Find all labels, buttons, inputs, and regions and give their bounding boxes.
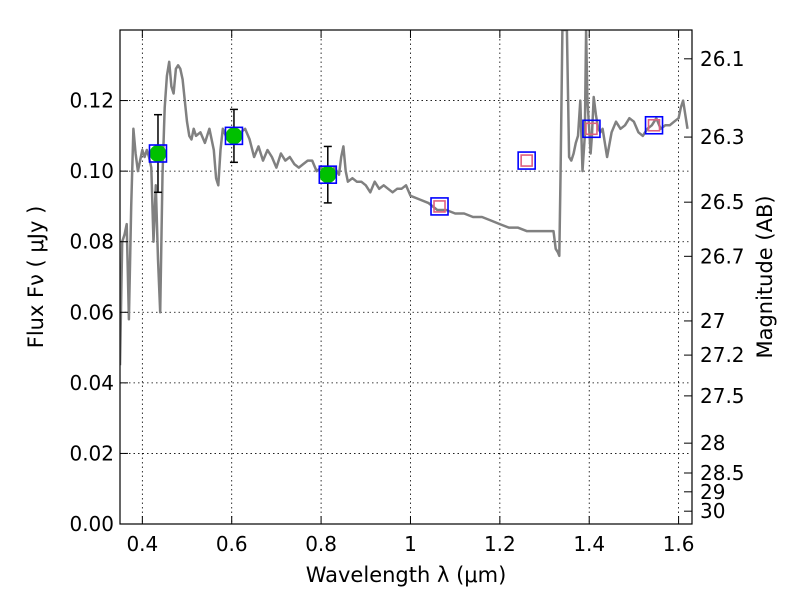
x-tick-label: 0.8 — [305, 532, 337, 556]
y-tick-label: 0.04 — [69, 371, 114, 395]
spectrum-line — [120, 30, 689, 366]
y-axis-title: Flux Fν ( μJy ) — [24, 206, 48, 349]
x-tick-label: 0.6 — [216, 532, 248, 556]
y-tick-label: 0.06 — [69, 300, 114, 324]
y-tick-label: 0.08 — [69, 230, 114, 254]
y2-axis-title: Magnitude (AB) — [753, 195, 777, 358]
y2-tick-label: 29 — [700, 480, 725, 504]
y2-tick-label: 27 — [700, 309, 725, 333]
x-tick-label: 1 — [404, 532, 417, 556]
y2-tick-label: 28 — [700, 431, 725, 455]
y2-tick-label: 26.1 — [700, 47, 745, 71]
model-flux-square — [582, 119, 601, 139]
axis-ticks: 0.4 0.6 0.8 1 1.2 1.4 1.6 0.00 0.02 0.04 0.06 0.08 0… — [69, 30, 745, 556]
x-tick-label: 1.6 — [663, 532, 695, 556]
x-tick-label: 1.2 — [484, 532, 516, 556]
photometry-points — [148, 108, 664, 216]
model-spectrum — [120, 30, 689, 366]
y2-tick-label: 28.5 — [700, 461, 745, 485]
y2-tick-label: 26.3 — [700, 125, 745, 149]
model-flux-square — [517, 151, 536, 170]
x-axis-title: Wavelength λ (μm) — [306, 563, 507, 587]
model-flux-inner-square — [433, 200, 446, 213]
model-flux-square — [224, 126, 244, 146]
plot-frame — [119, 29, 693, 525]
model-flux-square — [318, 165, 338, 184]
y2-tick-label: 27.2 — [700, 343, 745, 367]
model-flux-inner-square — [647, 118, 661, 132]
y2-tick-label: 30 — [700, 499, 725, 523]
x-tick-label: 1.4 — [573, 532, 605, 556]
model-flux-square — [148, 144, 168, 163]
y-tick-label: 0.10 — [69, 159, 114, 183]
model-flux-square — [430, 197, 449, 216]
y2-tick-label: 26.5 — [700, 190, 745, 214]
observed-flux-point — [319, 166, 337, 184]
model-flux-square — [644, 115, 664, 135]
x-tick-label: 0.4 — [126, 532, 158, 556]
y-tick-label: 0.00 — [69, 512, 114, 536]
y2-tick-label: 27.5 — [700, 384, 745, 408]
observed-flux-point — [225, 127, 243, 145]
model-flux-inner-square — [585, 122, 598, 136]
y-tick-label: 0.02 — [69, 441, 114, 465]
y2-tick-label: 26.7 — [700, 244, 745, 268]
model-flux-inner-square — [520, 154, 533, 167]
observed-flux-point — [149, 145, 167, 162]
y-tick-label: 0.12 — [69, 89, 114, 113]
